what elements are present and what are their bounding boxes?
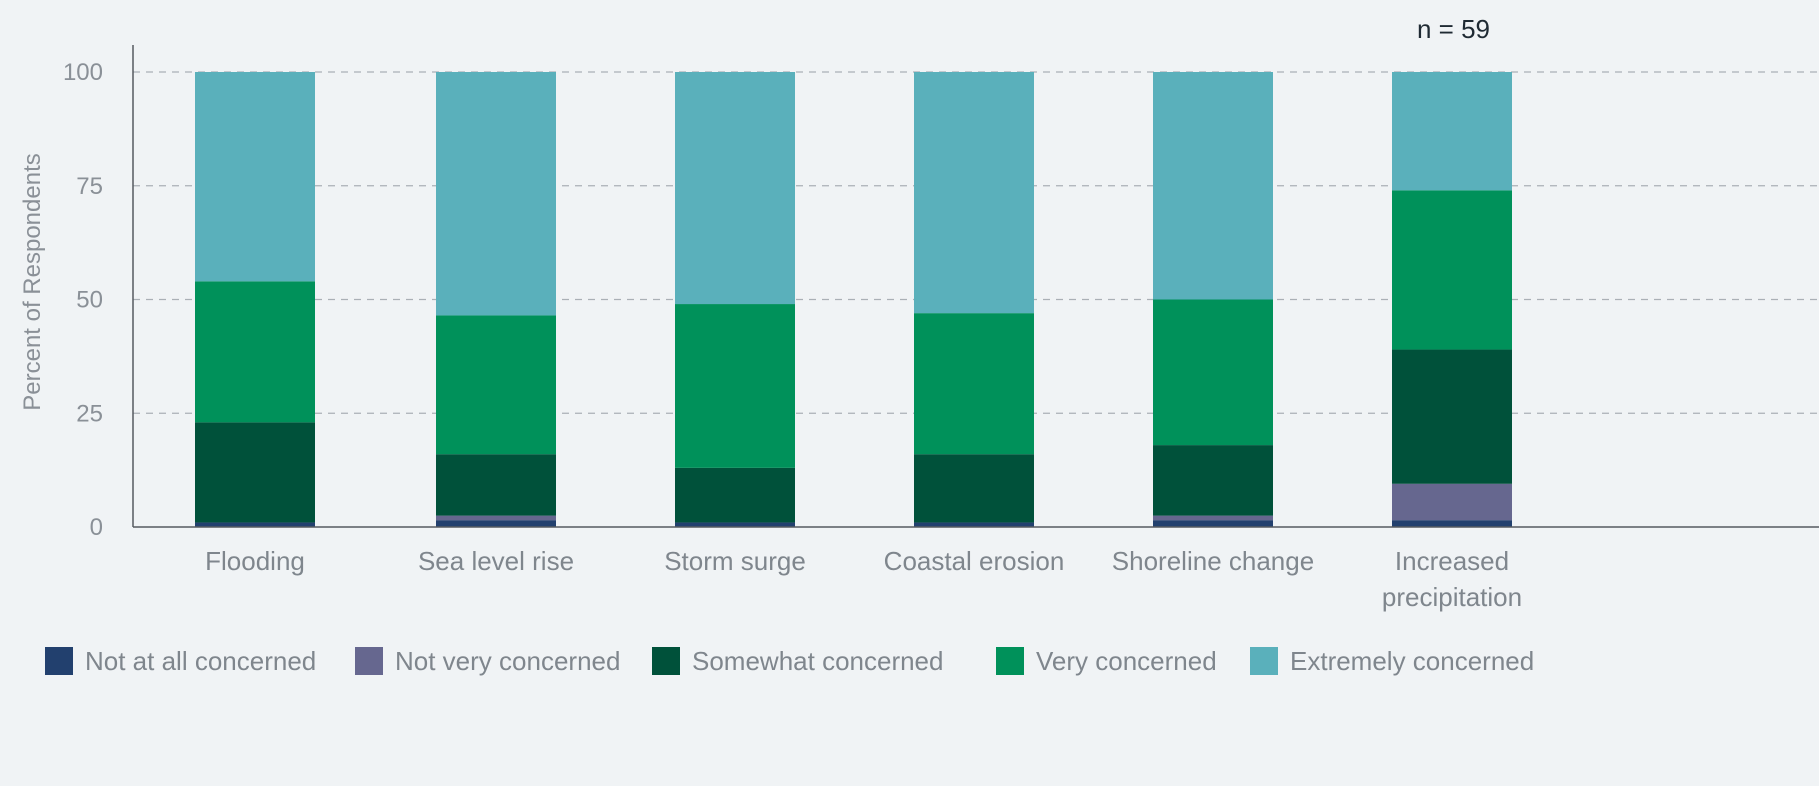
legend-label: Somewhat concerned: [692, 646, 943, 676]
legend-item: Not at all concerned: [45, 646, 316, 676]
bar-segment: [1392, 190, 1512, 350]
bar-segment: [1153, 515, 1273, 521]
x-category-label: Storm surge: [664, 546, 806, 576]
x-category-label: Shoreline change: [1112, 546, 1314, 576]
bar-segment: [914, 454, 1034, 523]
y-tick-label: 0: [90, 514, 103, 541]
bar-segment: [1392, 72, 1512, 191]
legend-item: Somewhat concerned: [652, 646, 943, 676]
bar-segment: [1153, 299, 1273, 446]
grid-layer: [133, 71, 1819, 414]
x-category-label: Flooding: [205, 546, 305, 576]
x-category-labels: Flooding Sea level rise Storm surge Coastal…: [205, 546, 1522, 612]
legend-swatch: [45, 647, 73, 675]
bar-segment: [1392, 520, 1512, 527]
bar-segment: [675, 522, 795, 527]
legend-swatch: [996, 647, 1024, 675]
bar-segment: [675, 304, 795, 468]
y-tick-labels: 0 25 50 75 100: [63, 59, 103, 541]
bar-segment: [195, 72, 315, 282]
bar-segment: [195, 522, 315, 527]
bar-segment: [436, 315, 556, 455]
x-category-label: Increased precipitation: [1382, 546, 1522, 612]
bar-segment: [195, 281, 315, 423]
bar-segment: [1153, 445, 1273, 516]
bar-segment: [436, 454, 556, 516]
bars-layer: [195, 72, 1512, 527]
bar-segment: [675, 467, 795, 523]
bar-segment: [914, 72, 1034, 314]
bar-segment: [436, 520, 556, 527]
legend-label: Very concerned: [1036, 646, 1217, 676]
y-tick-label: 100: [63, 59, 103, 86]
legend-swatch: [1250, 647, 1278, 675]
y-tick-label: 25: [76, 400, 103, 427]
legend-label: Not very concerned: [395, 646, 620, 676]
bar-segment: [195, 422, 315, 523]
bar-segment: [914, 522, 1034, 527]
y-axis-title: Percent of Respondents: [19, 153, 46, 411]
legend-item: Extremely concerned: [1250, 646, 1534, 676]
bar-segment: [1153, 72, 1273, 300]
bar-segment: [675, 72, 795, 305]
legend-label: Not at all concerned: [85, 646, 316, 676]
bar-segment: [914, 313, 1034, 455]
y-tick-label: 75: [76, 173, 103, 200]
legend-swatch: [355, 647, 383, 675]
bar-segment: [436, 515, 556, 521]
legend-swatch: [652, 647, 680, 675]
legend-item: Very concerned: [996, 646, 1217, 676]
bar-segment: [436, 72, 556, 316]
x-category-label: Coastal erosion: [884, 546, 1065, 576]
legend-item: Not very concerned: [355, 646, 620, 676]
axis-layer: [132, 45, 1819, 528]
bar-segment: [1153, 520, 1273, 527]
legend-label: Extremely concerned: [1290, 646, 1534, 676]
legend: Not at all concerned Not very concerned So…: [45, 646, 1534, 676]
bar-segment: [1392, 483, 1512, 521]
y-tick-label: 50: [76, 287, 103, 314]
sample-size-note: n = 59: [1417, 14, 1490, 44]
x-category-label: Sea level rise: [418, 546, 574, 576]
bar-segment: [1392, 349, 1512, 484]
